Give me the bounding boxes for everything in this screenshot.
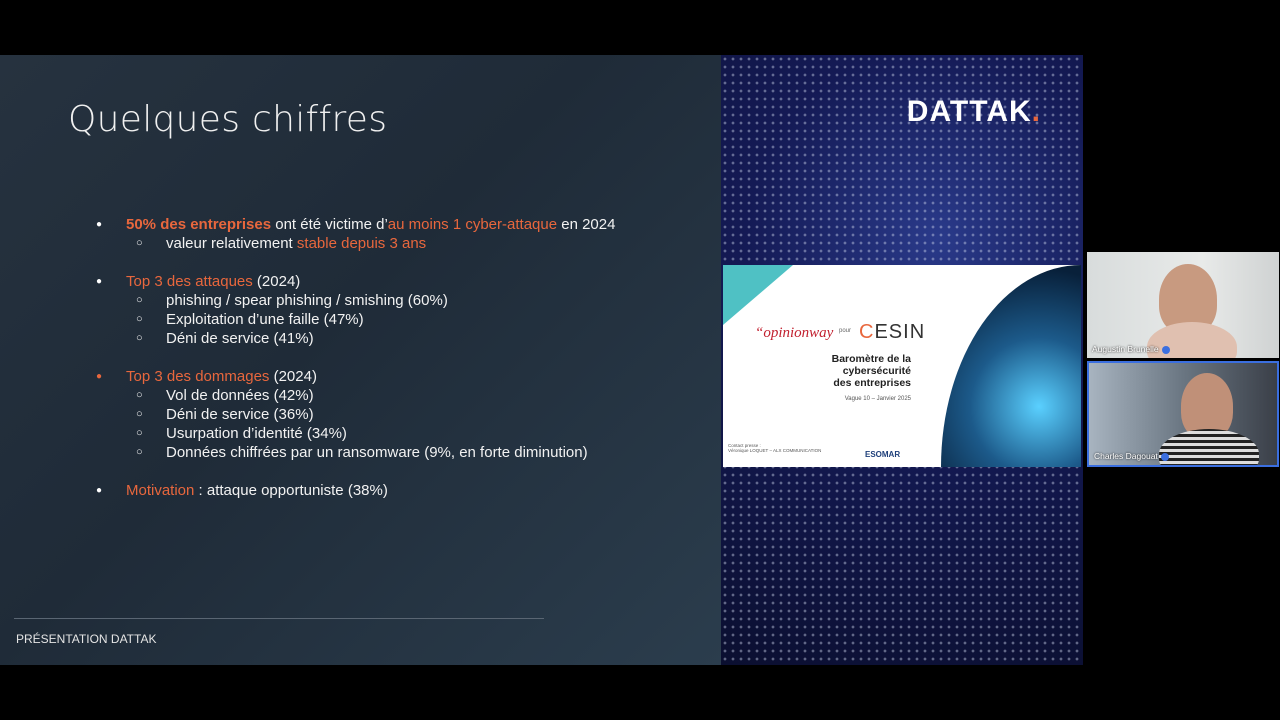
text: en 2024 — [557, 216, 616, 233]
bullet-2: Top 3 des attaques (2024) — [96, 272, 656, 291]
participant-name: Charles Dagouat — [1094, 451, 1169, 461]
title-line: Baromètre de la cybersécurité — [831, 353, 911, 377]
sub-bullet: valeur relativement stable depuis 3 ans — [96, 234, 656, 253]
report-wave: Vague 10 – Janvier 2025 — [844, 396, 911, 402]
participant-body — [1159, 429, 1259, 465]
text: ont été victime d’ — [271, 216, 388, 233]
sub-bullet: Exploitation d’une faille (47%) — [96, 310, 656, 329]
highlight: Motivation — [126, 482, 195, 499]
esomar-logo: ESOMAR — [865, 450, 901, 459]
slide-footer: PRÉSENTATION DATTAK — [16, 632, 157, 646]
report-title: Baromètre de la cybersécurité des entrepr… — [761, 353, 911, 389]
contact-line: Contact presse : — [728, 443, 761, 448]
logo-dot: . — [1031, 95, 1041, 128]
highlight: au moins 1 cyber-attaque — [387, 216, 558, 233]
title-line: des entreprises — [833, 377, 911, 389]
cesin-c: C — [859, 321, 875, 343]
microphone-icon — [1161, 345, 1170, 354]
sub-bullet: Vol de données (42%) — [96, 386, 656, 405]
slide-image-panel: DATTAK. “opinionway pour CESIN Baromètre… — [721, 55, 1083, 665]
highlight: 50% des entreprises — [126, 216, 272, 233]
participant-tile[interactable]: Augustin Brunelle — [1087, 252, 1279, 358]
highlight: stable depuis 3 ans — [296, 235, 427, 252]
dattak-logo: DATTAK. — [907, 95, 1041, 129]
decor-triangle — [723, 265, 793, 325]
text: : attaque opportuniste (38%) — [194, 482, 388, 499]
slide-title: Quelques chiffres — [68, 99, 388, 140]
presentation-slide: Quelques chiffres 50% des entreprises on… — [0, 55, 721, 665]
footer-divider — [14, 618, 544, 619]
name-text: Charles Dagouat — [1094, 451, 1158, 461]
sub-bullet: Données chiffrées par un ransomware (9%,… — [96, 443, 656, 462]
text: valeur relativement — [166, 235, 297, 252]
bullet-4: Motivation : attaque opportuniste (38%) — [96, 481, 656, 500]
microphone-icon — [1160, 452, 1169, 461]
cesin-logo: CESIN — [859, 321, 925, 344]
highlight: Top 3 des dommages — [126, 368, 270, 385]
logo-text: DATTAK — [906, 95, 1032, 128]
name-text: Augustin Brunelle — [1092, 344, 1159, 354]
report-cover: “opinionway pour CESIN Baromètre de la c… — [723, 265, 1081, 467]
highlight: Top 3 des attaques — [126, 273, 253, 290]
participant-tile-active[interactable]: Charles Dagouat — [1087, 361, 1279, 467]
contact-line: Véronique LOQUET – ALX COMMUNICATION — [728, 448, 822, 453]
text: (2024) — [269, 368, 317, 385]
press-contact: Contact presse : Véronique LOQUET – ALX C… — [728, 443, 821, 453]
participant-video — [1181, 373, 1233, 439]
sub-bullet: Déni de service (41%) — [96, 329, 656, 348]
sub-bullet: phishing / spear phishing / smishing (60… — [96, 291, 656, 310]
sub-bullet: Déni de service (36%) — [96, 405, 656, 424]
slide-content: 50% des entreprises ont été victime d’au… — [96, 215, 656, 500]
bullet-3: Top 3 des dommages (2024) — [96, 367, 656, 386]
pour-label: pour — [839, 328, 852, 334]
opinionway-logo: “opinionway — [755, 325, 834, 341]
network-image — [941, 265, 1081, 467]
participant-name: Augustin Brunelle — [1092, 344, 1170, 354]
text: (2024) — [252, 273, 301, 290]
cesin-rest: ESIN — [874, 321, 926, 343]
sub-bullet: Usurpation d’identité (34%) — [96, 424, 656, 443]
bullet-1: 50% des entreprises ont été victime d’au… — [96, 215, 656, 234]
